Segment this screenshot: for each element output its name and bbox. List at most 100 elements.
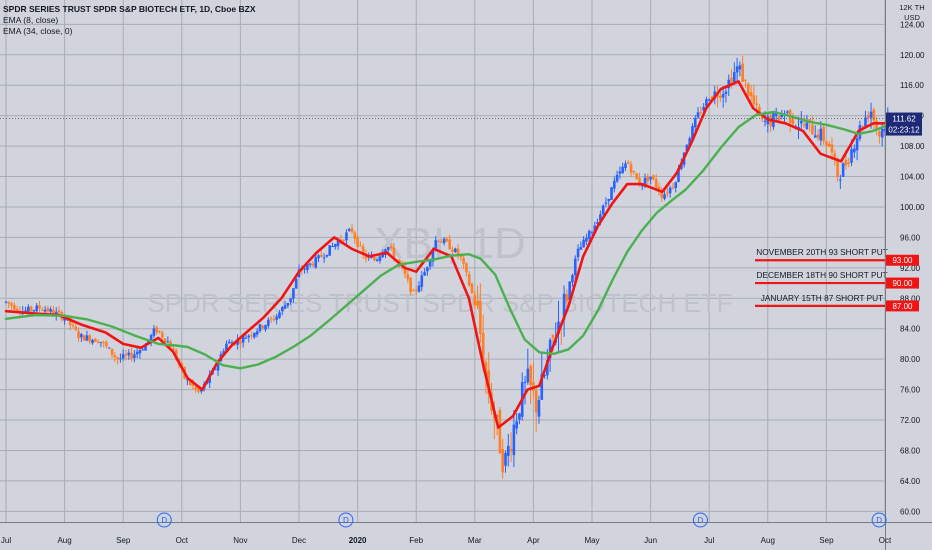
candle [347, 227, 351, 232]
candle [816, 129, 820, 142]
candle [744, 79, 747, 88]
candle [585, 233, 588, 246]
candle [227, 339, 231, 344]
candle [375, 258, 379, 262]
candle [412, 288, 415, 292]
candle [610, 186, 613, 200]
candle [356, 235, 359, 249]
candle [311, 261, 315, 267]
short-put-note: NOVEMBER 20TH 93 SHORT PUT [756, 247, 888, 257]
candle [353, 230, 357, 244]
candle [255, 328, 259, 338]
candle [152, 325, 156, 338]
ema34-legend: EMA (34, close, 0) [3, 26, 73, 36]
dividend-marker[interactable]: D [871, 512, 887, 528]
candle [10, 301, 13, 310]
candle [194, 385, 198, 393]
y-tick-label: 100.00 [900, 203, 925, 212]
candle [308, 262, 312, 268]
candle [93, 337, 97, 342]
candle [576, 244, 580, 262]
candle [272, 314, 276, 322]
dividend-marker[interactable]: D [692, 512, 708, 528]
candle [325, 254, 329, 258]
candle [774, 107, 778, 121]
dividend-marker[interactable]: D [156, 512, 172, 528]
candle [841, 162, 845, 178]
candle [130, 347, 133, 362]
candle [716, 85, 719, 108]
candle [149, 333, 153, 347]
candle [629, 160, 633, 177]
candle [258, 323, 262, 333]
candle [607, 198, 611, 207]
candle [487, 352, 491, 404]
candle [105, 340, 108, 349]
x-tick-label: Sep [819, 536, 834, 545]
x-tick-label: Jul [704, 536, 714, 545]
candle [839, 174, 842, 190]
candle [414, 285, 418, 296]
candle [7, 301, 11, 309]
watermark: XBI, 1D SPDR SERIES TRUST SPDR S&P BIOTE… [147, 219, 732, 318]
candle [582, 236, 585, 248]
candle [121, 349, 125, 361]
ema8-legend: EMA (8, close) [3, 15, 59, 25]
dividend-marker[interactable]: D [338, 512, 354, 528]
candle [442, 237, 446, 246]
candle [693, 115, 697, 132]
candle [878, 130, 881, 144]
ema34-line [4, 110, 893, 370]
candle [451, 246, 454, 256]
candle [423, 268, 426, 277]
candle [562, 285, 566, 337]
candle [523, 375, 527, 405]
watermark-name: SPDR SERIES TRUST SPDR S&P BIOTECH ETF [147, 288, 732, 318]
y-tick-label: 96.00 [900, 233, 921, 242]
dividend-marker-label: D [698, 516, 704, 525]
current-price-tag [886, 112, 922, 136]
candle [158, 330, 161, 334]
candle [437, 240, 440, 243]
y-tick-label: 116.00 [900, 81, 924, 90]
candle [830, 137, 834, 160]
candle [509, 432, 513, 463]
candle [286, 302, 290, 309]
x-tick-label: Jun [644, 536, 657, 545]
candle [855, 135, 859, 161]
candle [35, 302, 38, 313]
chart-title: SPDR SERIES TRUST SPDR S&P BIOTECH ETF, … [3, 4, 256, 14]
x-tick-label: Feb [409, 536, 423, 545]
candle [85, 330, 89, 342]
candle [331, 242, 334, 247]
candle [735, 57, 739, 83]
candle [668, 185, 672, 198]
candle [420, 270, 424, 292]
candle [866, 111, 870, 123]
ema-lines [4, 80, 893, 429]
x-tick-label: Nov [233, 536, 247, 545]
candle [127, 349, 131, 360]
candle [133, 350, 136, 363]
candle [590, 230, 594, 236]
candle [805, 115, 809, 131]
candle [135, 346, 139, 359]
candle [417, 281, 421, 293]
candle [799, 111, 803, 132]
candle [571, 273, 574, 288]
candle [280, 306, 284, 316]
candle [82, 334, 86, 341]
candle [96, 339, 100, 344]
candle [317, 253, 320, 263]
candle [666, 187, 669, 198]
level-price-label: 87.00 [892, 302, 913, 311]
candle [827, 140, 831, 148]
candle [462, 254, 465, 270]
candle [646, 173, 650, 187]
candle [875, 116, 878, 136]
x-tick-label: Aug [761, 536, 775, 545]
candle [456, 244, 460, 260]
candle [518, 412, 521, 425]
candle [529, 364, 532, 405]
